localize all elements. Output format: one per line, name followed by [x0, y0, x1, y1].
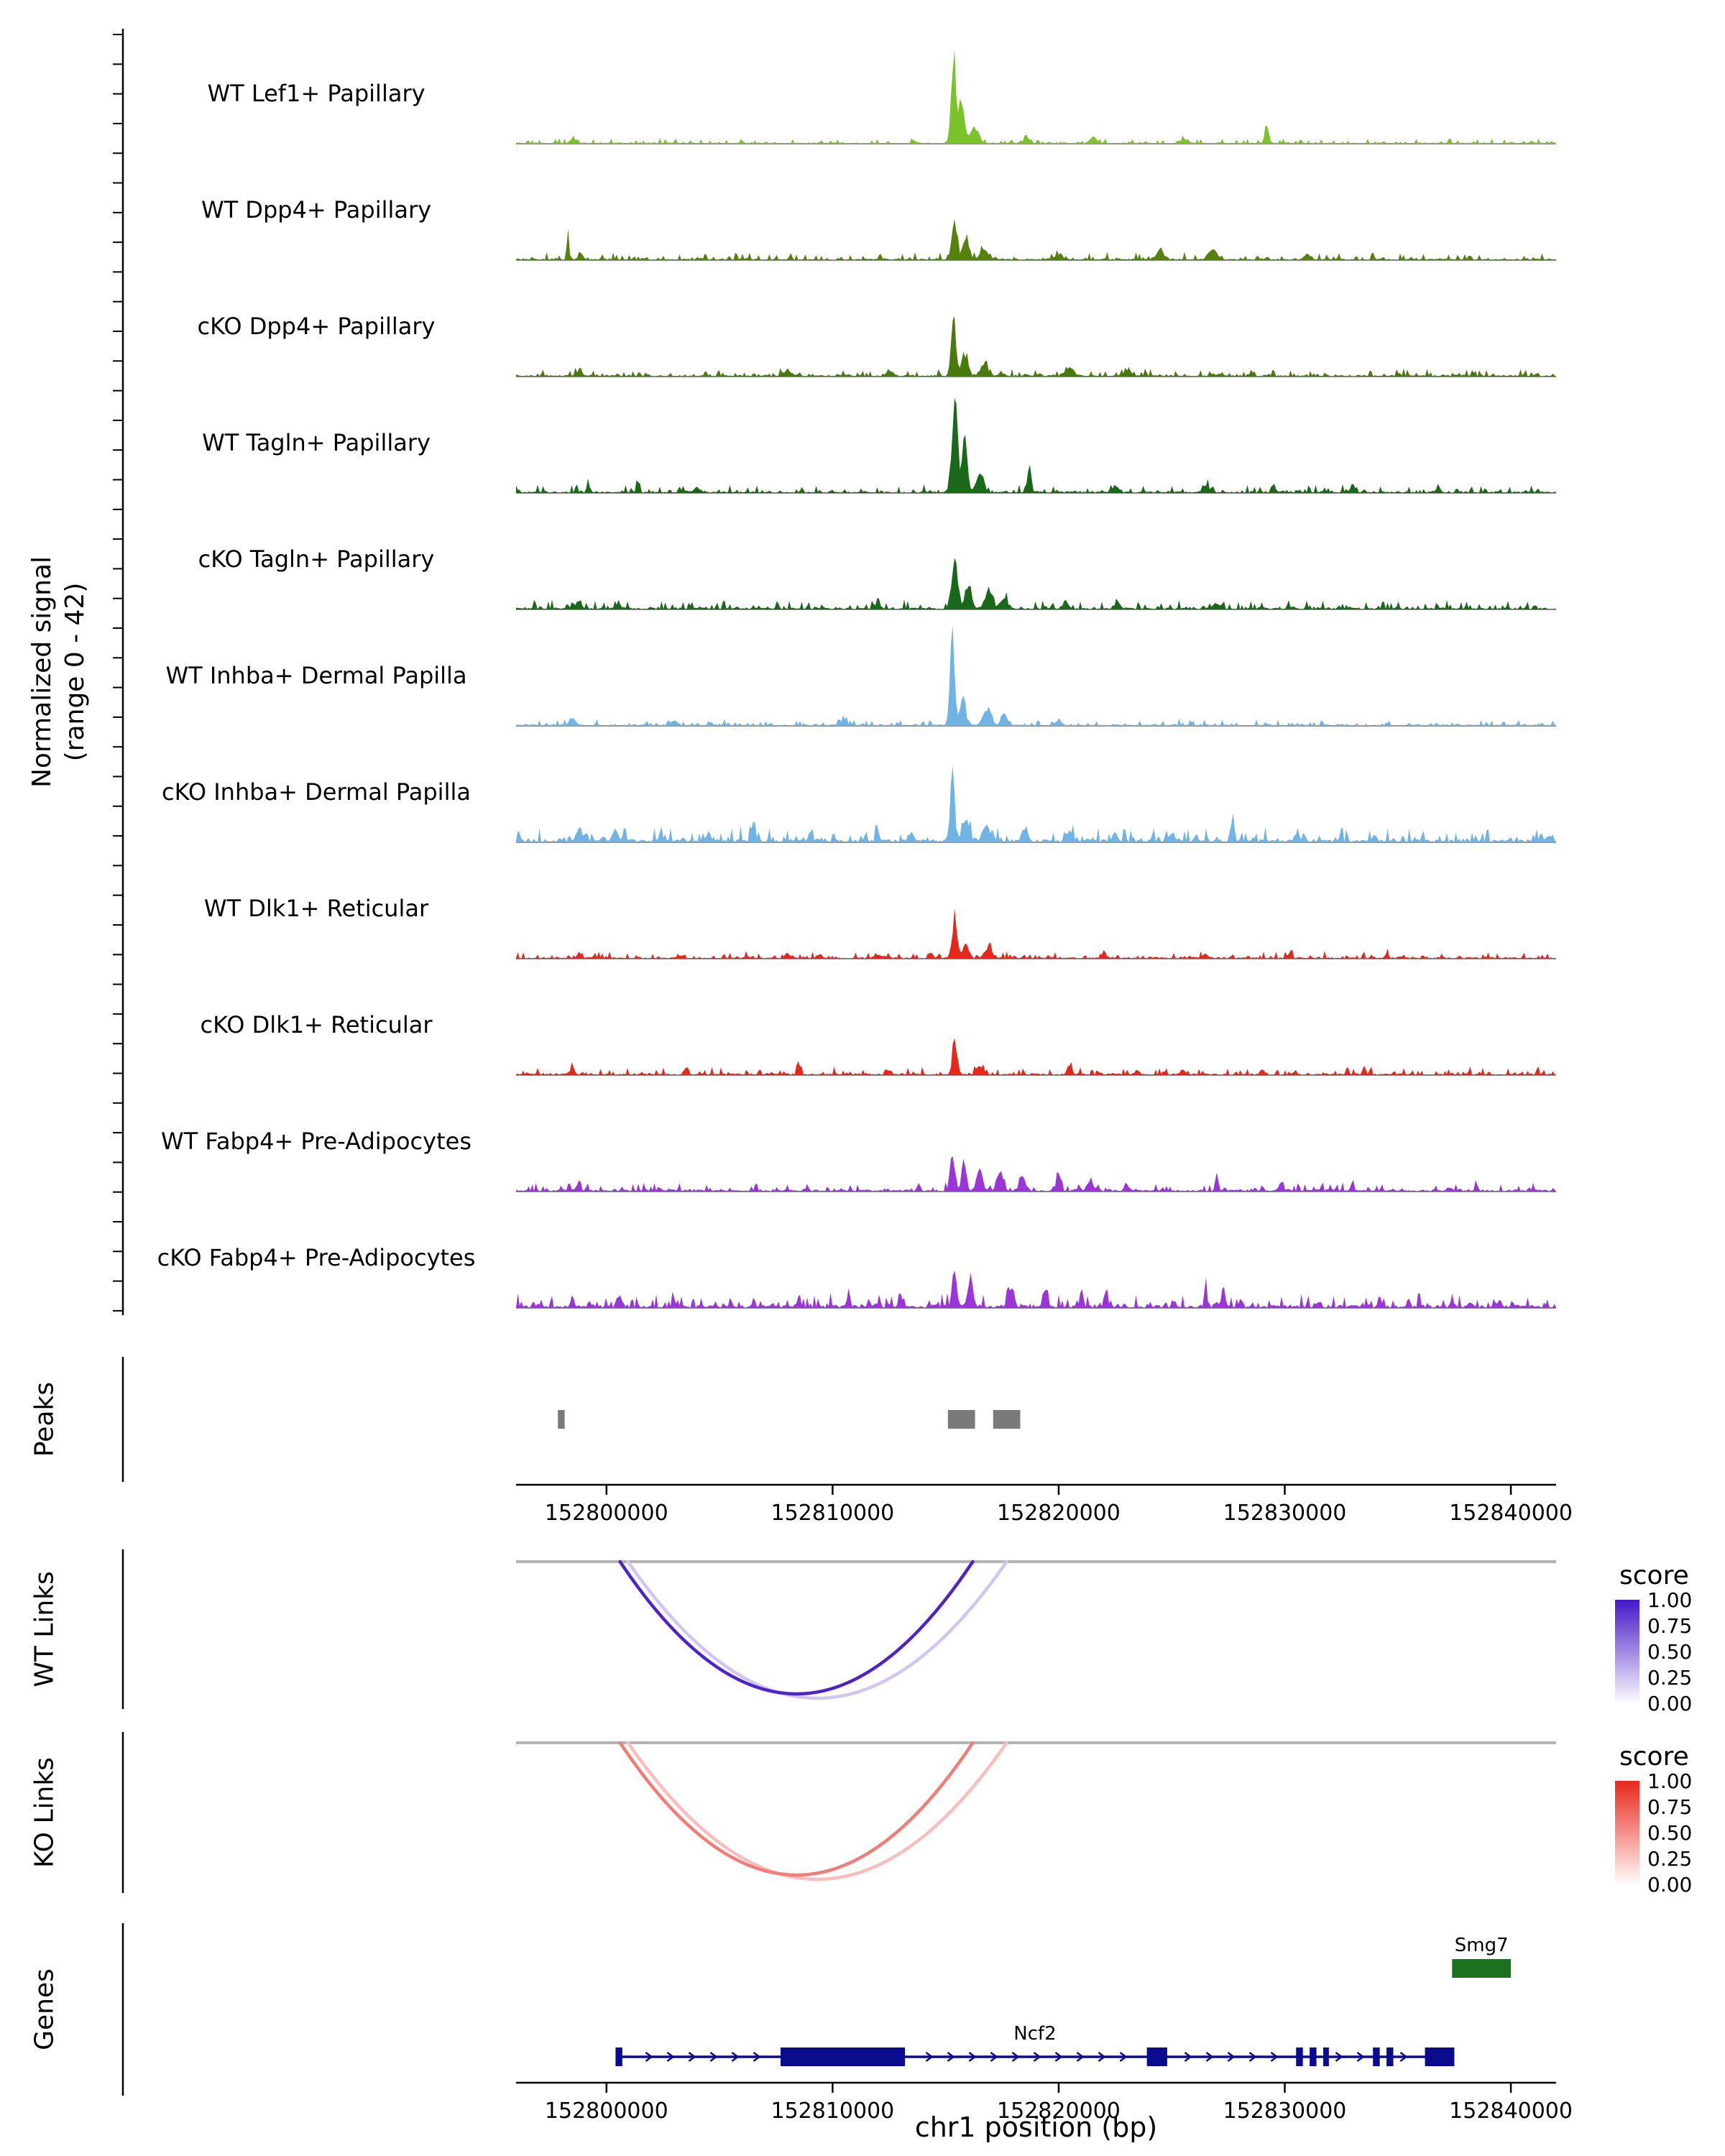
strand-arrow-icon: [1356, 2052, 1365, 2062]
wt-links-section-label: WT Links: [29, 1571, 60, 1687]
coverage-area: [516, 908, 1556, 959]
wt-legend-tick: 0.50: [1647, 1640, 1693, 1664]
wt-link-arc: [626, 1560, 1008, 1700]
ko-link-arc: [618, 1741, 975, 1877]
x-tick-label: 152830000: [1223, 2099, 1347, 2124]
ko-legend-tick: 0.00: [1647, 1873, 1693, 1897]
gene-label: Smg7: [1454, 1935, 1509, 1956]
ko-legend-tick: 0.25: [1647, 1847, 1693, 1871]
gene-exon: [1425, 2047, 1455, 2066]
track-label: WT Inhba+ Dermal Papilla: [165, 662, 467, 689]
wt-legend-tick: 1.00: [1647, 1588, 1693, 1612]
coverage-area: [516, 765, 1556, 842]
track-label: cKO Inhba+ Dermal Papilla: [162, 778, 471, 806]
strand-arrow-icon: [753, 2052, 761, 2062]
x-tick-label: 152840000: [1449, 1501, 1573, 1526]
ko-legend-tick: 0.75: [1647, 1795, 1693, 1819]
track-label: WT Fabp4+ Pre-Adipocytes: [161, 1128, 472, 1155]
wt-link-arc: [618, 1560, 975, 1696]
gene-exon: [1322, 2047, 1329, 2066]
x-tick-label: 152820000: [997, 2099, 1121, 2124]
strand-arrow-icon: [1335, 2052, 1343, 2062]
gene-exon: [1452, 1959, 1512, 1978]
strand-arrow-icon: [1076, 2052, 1085, 2062]
track-label: cKO Tagln+ Papillary: [198, 545, 435, 573]
wt-legend-tick: 0.75: [1647, 1614, 1693, 1638]
peak-interval: [558, 1410, 565, 1429]
strand-arrow-icon: [990, 2052, 998, 2062]
gene-exon: [781, 2047, 906, 2066]
coverage-area: [516, 1270, 1556, 1308]
track-label: WT Dpp4+ Papillary: [201, 196, 432, 224]
x-tick-label: 152820000: [997, 1501, 1121, 1526]
wt-legend-tick: 0.25: [1647, 1666, 1693, 1690]
gene-exon: [1310, 2047, 1317, 2066]
coverage-area: [516, 315, 1556, 377]
strand-arrow-icon: [709, 2052, 718, 2062]
x-tick-label: 152810000: [770, 2099, 895, 2124]
strand-arrow-icon: [1227, 2052, 1236, 2062]
strand-arrow-icon: [1205, 2052, 1214, 2062]
genes-section-label: Genes: [29, 1968, 60, 2050]
track-label: WT Tagln+ Papillary: [202, 429, 431, 456]
gene-exon: [1146, 2047, 1167, 2066]
coverage-area: [516, 558, 1556, 609]
wt-legend-tick: 0.00: [1647, 1692, 1693, 1715]
strand-arrow-icon: [1033, 2052, 1041, 2062]
strand-arrow-icon: [1098, 2052, 1106, 2062]
strand-arrow-icon: [1399, 2052, 1408, 2062]
track-label: cKO Dlk1+ Reticular: [200, 1011, 433, 1038]
x-tick-label: 152840000: [1449, 2099, 1573, 2124]
strand-arrow-icon: [1270, 2052, 1279, 2062]
gene-label: Ncf2: [1013, 2023, 1057, 2045]
coverage-area: [516, 49, 1556, 144]
strand-arrow-icon: [947, 2052, 955, 2062]
coverage-area: [516, 625, 1556, 726]
ko-legend-title: score: [1619, 1742, 1689, 1772]
coverage-area: [516, 1038, 1556, 1075]
peak-interval: [993, 1410, 1021, 1429]
x-tick-label: 152800000: [544, 2099, 668, 2124]
track-label: cKO Fabp4+ Pre-Adipocytes: [157, 1244, 476, 1271]
peaks-section-label: Peaks: [29, 1381, 60, 1457]
gene-exon: [1296, 2047, 1303, 2066]
wt-legend-gradient-bar: [1615, 1600, 1639, 1705]
peak-interval: [947, 1410, 975, 1429]
ko-links-section-label: KO Links: [29, 1757, 60, 1868]
ko-link-arc: [626, 1741, 1008, 1881]
wt-legend-title: score: [1619, 1561, 1689, 1590]
ko-legend-tick: 0.50: [1647, 1821, 1693, 1845]
x-tick-label: 152810000: [770, 1501, 895, 1526]
x-tick-label: 152830000: [1223, 1501, 1347, 1526]
x-tick-label: 152800000: [544, 1501, 668, 1526]
track-label: WT Dlk1+ Reticular: [203, 895, 429, 922]
gene-exon: [1386, 2047, 1394, 2066]
strand-arrow-icon: [1184, 2052, 1192, 2062]
strand-arrow-icon: [925, 2052, 934, 2062]
gene-exon: [615, 2047, 622, 2066]
ko-legend-tick: 1.00: [1647, 1769, 1693, 1793]
x-axis-title: chr1 position (bp): [914, 2111, 1158, 2143]
gene-exon: [1373, 2047, 1380, 2066]
strand-arrow-icon: [645, 2052, 653, 2062]
ko-legend-gradient-bar: [1615, 1781, 1639, 1886]
coverage-area: [516, 218, 1556, 260]
strand-arrow-icon: [731, 2052, 740, 2062]
strand-arrow-icon: [1119, 2052, 1128, 2062]
strand-arrow-icon: [666, 2052, 675, 2062]
strand-arrow-icon: [1054, 2052, 1063, 2062]
strand-arrow-icon: [968, 2052, 977, 2062]
track-label: cKO Dpp4+ Papillary: [197, 313, 436, 340]
track-label: WT Lef1+ Papillary: [207, 80, 426, 107]
coverage-area: [516, 1156, 1556, 1192]
strand-arrow-icon: [688, 2052, 696, 2062]
strand-arrow-icon: [1011, 2052, 1020, 2062]
coverage-area: [516, 397, 1556, 493]
strand-arrow-icon: [1248, 2052, 1257, 2062]
